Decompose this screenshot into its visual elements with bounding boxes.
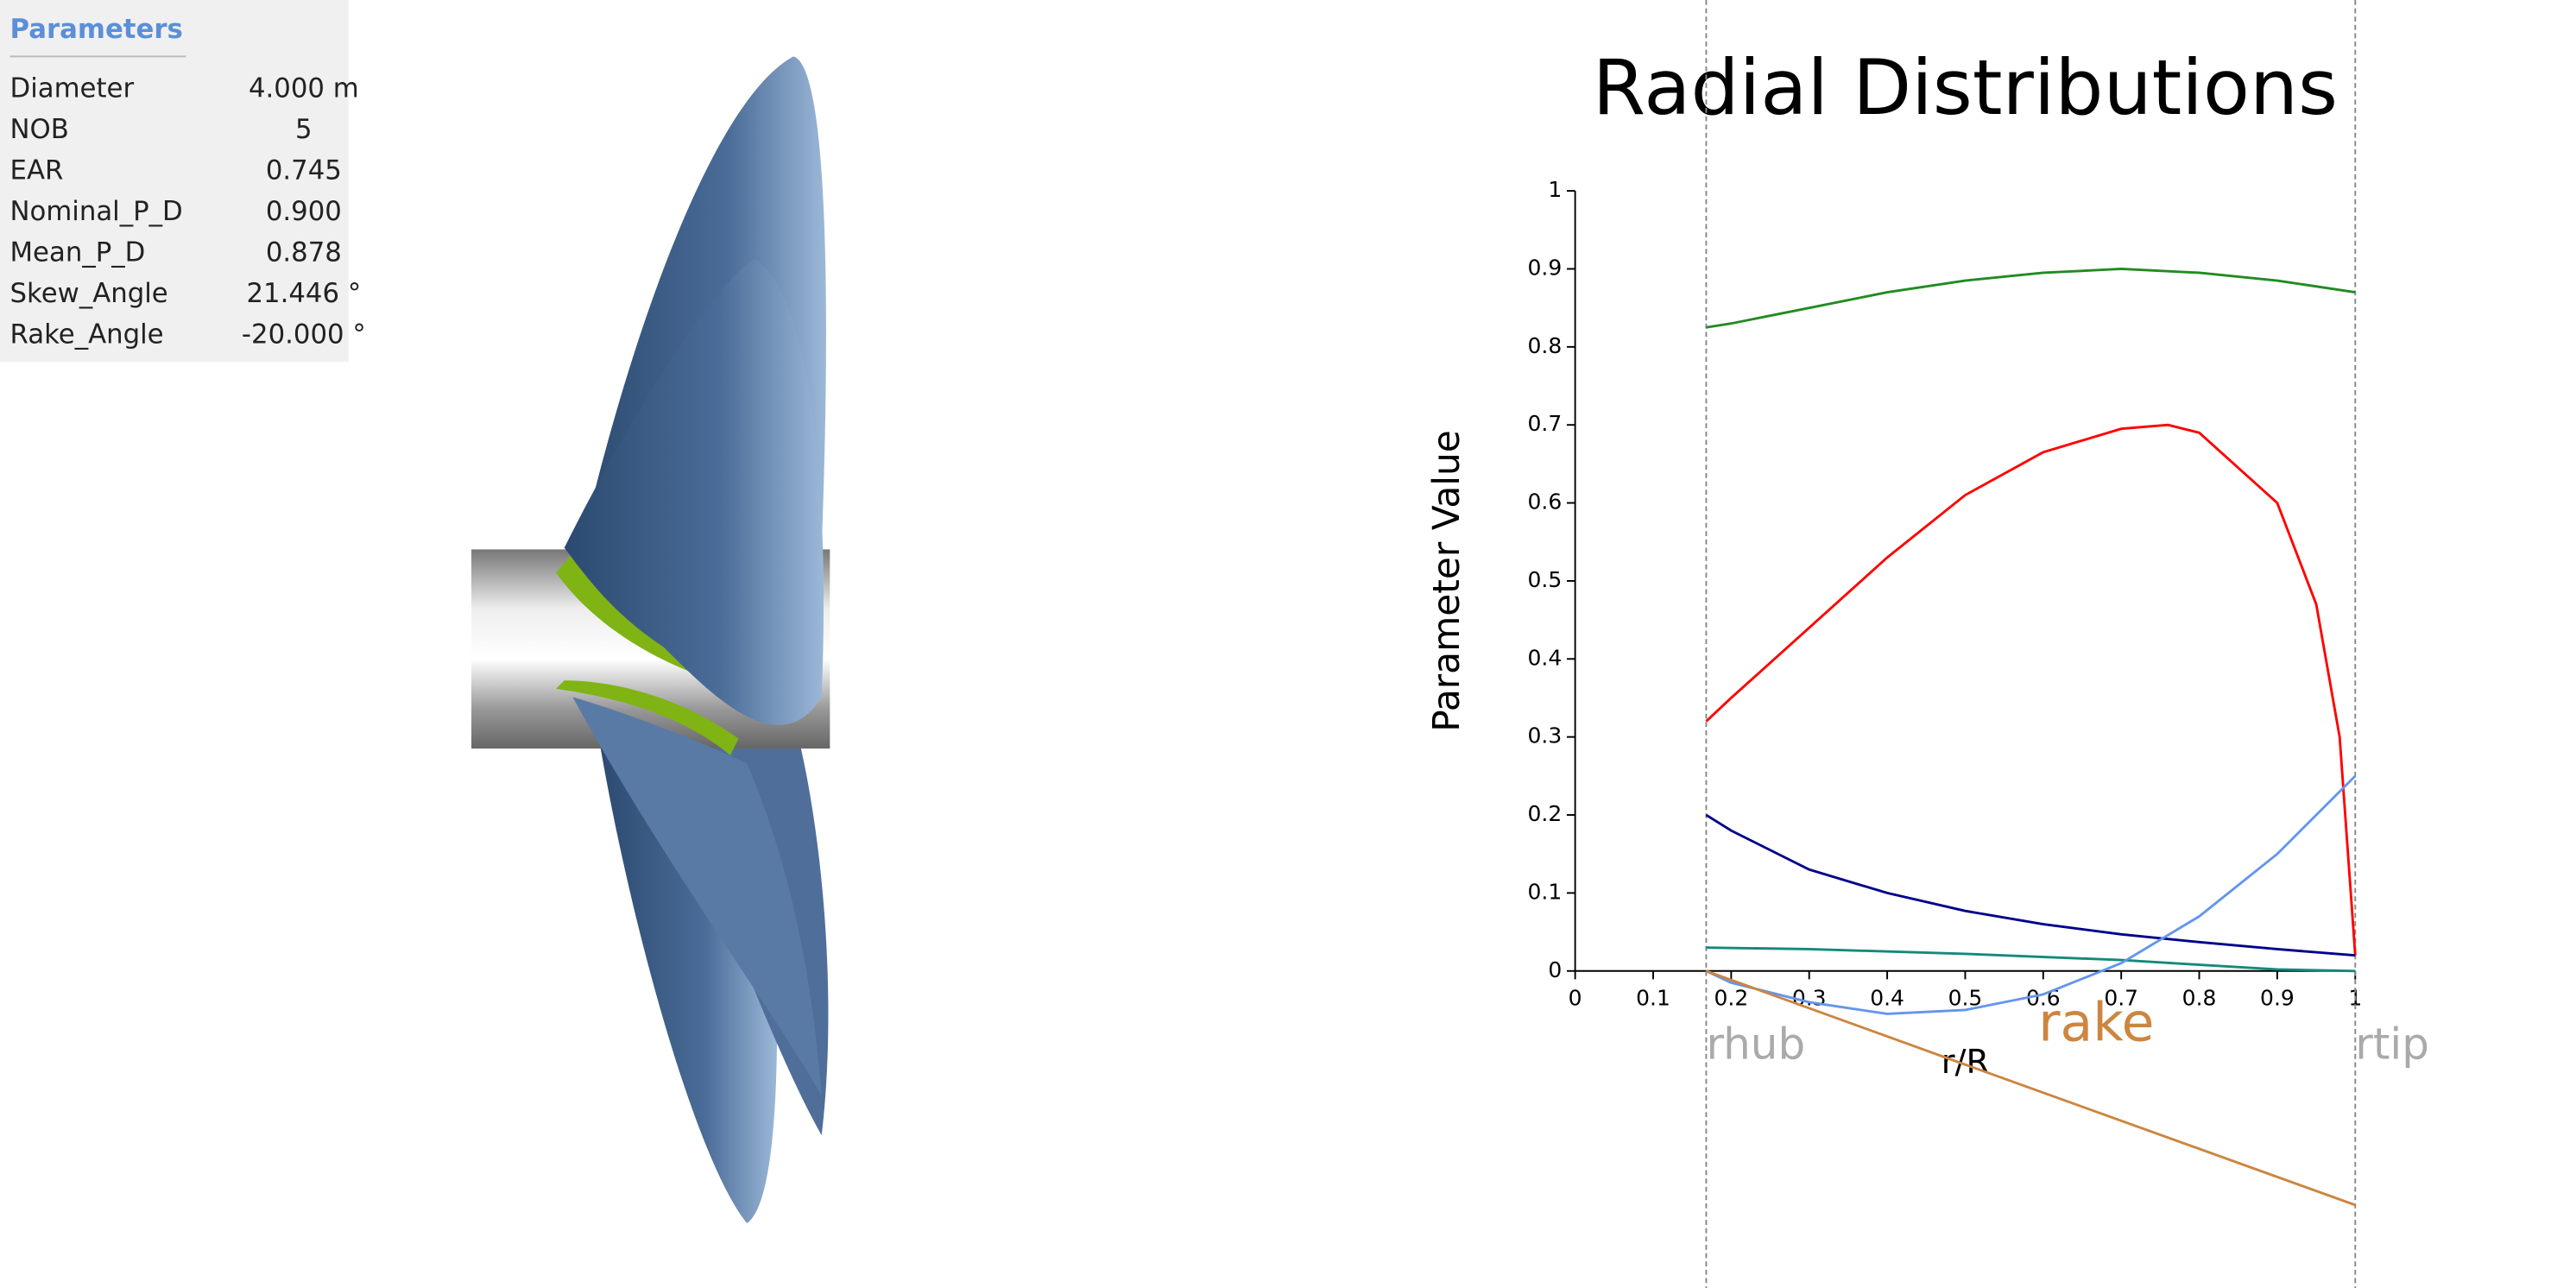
panel-bg bbox=[0, 0, 349, 363]
param-value: 0.878 bbox=[266, 237, 342, 268]
y-tick-label: 0.8 bbox=[1528, 333, 1563, 358]
param-value: 4.000 m bbox=[249, 73, 359, 104]
param-name: Mean_P_D bbox=[10, 237, 146, 268]
param-name: Nominal_P_D bbox=[10, 196, 183, 227]
x-tick-label: 0.4 bbox=[1870, 985, 1904, 1010]
propeller-view bbox=[471, 56, 830, 1224]
panel-title: Parameters bbox=[10, 14, 183, 45]
y-tick-label: 0.6 bbox=[1528, 489, 1563, 515]
param-name: NOB bbox=[10, 114, 69, 145]
series-line bbox=[1705, 423, 2357, 956]
chart-title: Radial Distributions bbox=[1593, 43, 2338, 132]
y-tick-label: 0 bbox=[1548, 957, 1562, 982]
marker-label: rtip bbox=[2355, 1020, 2429, 1070]
series-line bbox=[1705, 969, 2356, 1207]
y-tick-label: 0.9 bbox=[1528, 255, 1563, 280]
blade bbox=[564, 258, 824, 725]
blade bbox=[572, 697, 822, 1095]
x-tick-label: 0.9 bbox=[2260, 985, 2295, 1010]
panel-rows: Diameter 4.000 m NOB 5 EAR 0.745 Nominal_P_D 0.… bbox=[10, 73, 366, 350]
chart: Radial Distributions r/R Parameter Value… bbox=[1425, 0, 2429, 1288]
blade-root bbox=[556, 680, 739, 755]
x-tick-label: 0.5 bbox=[1948, 985, 1983, 1010]
x-tick-label: 0 bbox=[1569, 985, 1582, 1010]
series-line bbox=[1705, 774, 2357, 1015]
marker-label: rhub bbox=[1706, 1020, 1805, 1070]
y-tick-label: 1 bbox=[1548, 177, 1562, 202]
x-tick-label: 0.3 bbox=[1792, 985, 1827, 1010]
param-name: Rake_Angle bbox=[10, 319, 164, 350]
param-name: Diameter bbox=[10, 73, 135, 104]
param-name: EAR bbox=[10, 155, 64, 186]
y-tick-label: 0.4 bbox=[1528, 645, 1563, 670]
series-line bbox=[1705, 813, 2356, 957]
x-tick-label: 0.1 bbox=[1636, 985, 1670, 1010]
x-tick-label: 0.2 bbox=[1714, 985, 1748, 1010]
param-value: -20.000 ° bbox=[242, 319, 366, 350]
y-tick-label: 0.3 bbox=[1528, 723, 1563, 748]
series-line bbox=[1706, 268, 2356, 329]
y-tick-label: 0.1 bbox=[1528, 879, 1563, 904]
x-tick-label: 0.8 bbox=[2182, 985, 2217, 1010]
param-value: 5 bbox=[295, 114, 313, 145]
y-tick-label: 0.7 bbox=[1528, 411, 1563, 436]
param-value: 21.446 ° bbox=[246, 278, 361, 309]
param-value: 0.900 bbox=[266, 196, 342, 227]
series-line bbox=[1706, 946, 2356, 973]
x-tick-label: 0.7 bbox=[2104, 985, 2138, 1010]
annotation: rake bbox=[2038, 991, 2154, 1053]
parameters-panel: Parameters Diameter 4.000 m NOB 5 EAR 0.745 No… bbox=[0, 0, 366, 363]
y-axis-label: Parameter Value bbox=[1425, 430, 1468, 732]
param-name: Skew_Angle bbox=[10, 278, 168, 309]
x-axis-label: r/R bbox=[1941, 1043, 1989, 1082]
y-tick-label: 0.5 bbox=[1528, 567, 1563, 592]
y-tick-label: 0.2 bbox=[1528, 801, 1563, 826]
param-value: 0.745 bbox=[266, 155, 342, 186]
